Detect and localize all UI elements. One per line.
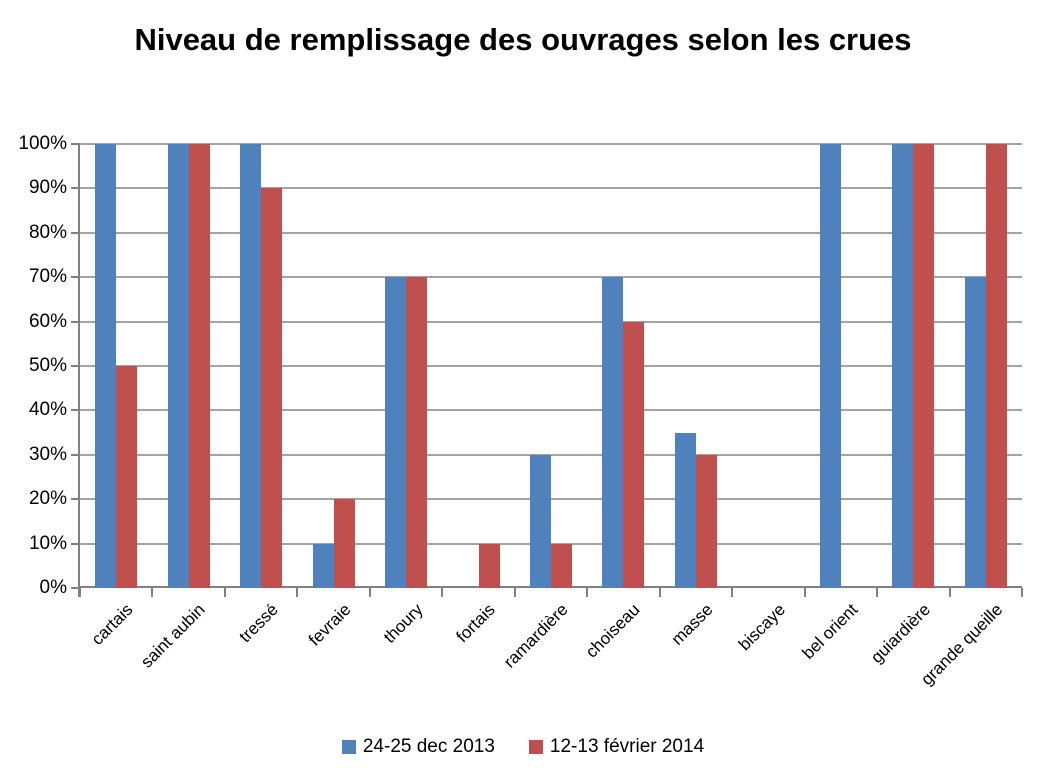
bar-thoury-12-13 février 2014 bbox=[406, 277, 428, 588]
x-axis-tick bbox=[731, 588, 734, 597]
y-axis-label-70%: 70% bbox=[28, 266, 67, 288]
gridline-50% bbox=[80, 365, 1022, 367]
x-axis-label-tressé: tressé bbox=[235, 600, 282, 647]
legend-label-series2: 12-13 février 2014 bbox=[549, 736, 705, 757]
gridline-60% bbox=[80, 320, 1022, 323]
x-axis-label-thoury: thoury bbox=[379, 600, 427, 647]
y-axis-line bbox=[78, 144, 80, 597]
y-axis-label-40%: 40% bbox=[28, 399, 67, 421]
bar-grande queille-12-13 février 2014 bbox=[985, 144, 1007, 588]
x-axis-label-biscaye: biscaye bbox=[734, 600, 789, 655]
x-axis-tick bbox=[1021, 588, 1023, 597]
chart-legend: 24-25 dec 2013 12-13 février 2014 bbox=[0, 736, 1046, 758]
y-axis-label-10%: 10% bbox=[28, 532, 67, 554]
legend-item-series1: 24-25 dec 2013 bbox=[341, 736, 495, 758]
y-axis-tick-20% bbox=[71, 498, 80, 501]
x-axis-label-cartais: cartais bbox=[87, 600, 137, 649]
y-axis-tick-40% bbox=[71, 409, 80, 412]
gridline-40% bbox=[80, 409, 1022, 412]
legend-swatch-series2 bbox=[528, 740, 543, 754]
x-axis-tick bbox=[876, 588, 879, 597]
y-axis-tick-80% bbox=[71, 231, 80, 234]
gridline-90% bbox=[80, 187, 1022, 190]
y-axis-tick-30% bbox=[71, 453, 80, 456]
x-axis-label-saint aubin: saint aubin bbox=[137, 600, 210, 672]
bar-masse-24-25 dec 2013 bbox=[674, 432, 696, 588]
gridline-80% bbox=[80, 231, 1022, 234]
bar-tressé-24-25 dec 2013 bbox=[240, 144, 262, 588]
chart-title: Niveau de remplissage des ouvrages selon… bbox=[134, 22, 912, 57]
gridline-30% bbox=[80, 453, 1022, 456]
gridline-20% bbox=[80, 498, 1022, 501]
y-axis-label-60%: 60% bbox=[28, 310, 67, 332]
x-axis-tick bbox=[79, 588, 81, 597]
y-axis-tick-90% bbox=[71, 187, 80, 190]
bar-saint aubin-24-25 dec 2013 bbox=[167, 144, 189, 588]
plot-area: 0% 10% 20% 30% 40% 50% 60% 70% 80% 90% 100% cartais… bbox=[18, 133, 1023, 689]
y-axis-label-20%: 20% bbox=[28, 488, 67, 510]
legend-item-series2: 12-13 février 2014 bbox=[528, 736, 705, 758]
bar-ramardière-24-25 dec 2013 bbox=[530, 454, 551, 588]
bar-cartais-12-13 février 2014 bbox=[116, 366, 138, 588]
y-axis-label-30%: 30% bbox=[28, 443, 67, 465]
bar-fevraie-12-13 février 2014 bbox=[333, 499, 355, 588]
x-axis-label-choiseau: choiseau bbox=[582, 600, 644, 662]
y-axis-tick-0% bbox=[71, 587, 80, 589]
y-axis-tick-60% bbox=[71, 320, 80, 323]
bar-thoury-24-25 dec 2013 bbox=[385, 277, 407, 588]
y-axis-tick-100% bbox=[71, 143, 80, 145]
legend-label-series1: 24-25 dec 2013 bbox=[362, 736, 495, 757]
x-axis-tick bbox=[658, 588, 661, 597]
y-axis-label-0%: 0% bbox=[39, 577, 67, 598]
bar-saint aubin-12-13 février 2014 bbox=[188, 144, 210, 588]
bar-masse-12-13 février 2014 bbox=[695, 454, 717, 588]
bar-choiseau-12-13 février 2014 bbox=[623, 321, 645, 588]
x-axis-tick bbox=[513, 588, 516, 597]
bar-bel orient-24-25 dec 2013 bbox=[819, 144, 841, 588]
bar-tressé-12-13 février 2014 bbox=[261, 188, 283, 588]
bar-ramardière-12-13 février 2014 bbox=[551, 543, 572, 588]
x-axis-tick bbox=[368, 588, 371, 597]
x-axis-tick bbox=[586, 588, 589, 597]
x-axis-tick bbox=[441, 588, 444, 597]
bar-fortais-12-13 février 2014 bbox=[478, 543, 500, 588]
y-axis-tick-70% bbox=[71, 276, 80, 279]
x-axis-label-bel orient: bel orient bbox=[798, 600, 862, 663]
x-axis-label-fortais: fortais bbox=[452, 600, 499, 647]
x-axis-tick bbox=[296, 588, 299, 597]
y-axis-label-90%: 90% bbox=[28, 177, 67, 199]
bar-grande queille-24-25 dec 2013 bbox=[964, 277, 986, 588]
gridline-70% bbox=[80, 276, 1022, 279]
bar-fevraie-24-25 dec 2013 bbox=[312, 543, 334, 588]
x-axis-tick bbox=[223, 588, 226, 597]
x-axis-label-masse: masse bbox=[667, 600, 717, 649]
x-axis-label-fevraie: fevraie bbox=[304, 600, 355, 650]
y-axis-label-80%: 80% bbox=[28, 221, 67, 243]
y-axis-tick-50% bbox=[71, 365, 80, 367]
x-axis-tick bbox=[151, 588, 154, 597]
legend-swatch-series1 bbox=[341, 740, 356, 754]
bar-guiardière-12-13 février 2014 bbox=[913, 144, 935, 588]
x-axis-tick bbox=[948, 588, 951, 597]
gridline-100% bbox=[80, 143, 1022, 145]
x-axis-label-guiardière: guiardière bbox=[866, 600, 934, 667]
y-axis-tick-10% bbox=[71, 542, 80, 545]
bar-guiardière-24-25 dec 2013 bbox=[892, 144, 914, 588]
y-axis-label-50%: 50% bbox=[28, 355, 67, 376]
bar-cartais-24-25 dec 2013 bbox=[95, 144, 117, 588]
x-axis-tick bbox=[803, 588, 806, 597]
x-axis-label-ramardière: ramardière bbox=[499, 600, 572, 672]
bar-choiseau-24-25 dec 2013 bbox=[602, 277, 624, 588]
y-axis-label-100%: 100% bbox=[18, 133, 67, 154]
